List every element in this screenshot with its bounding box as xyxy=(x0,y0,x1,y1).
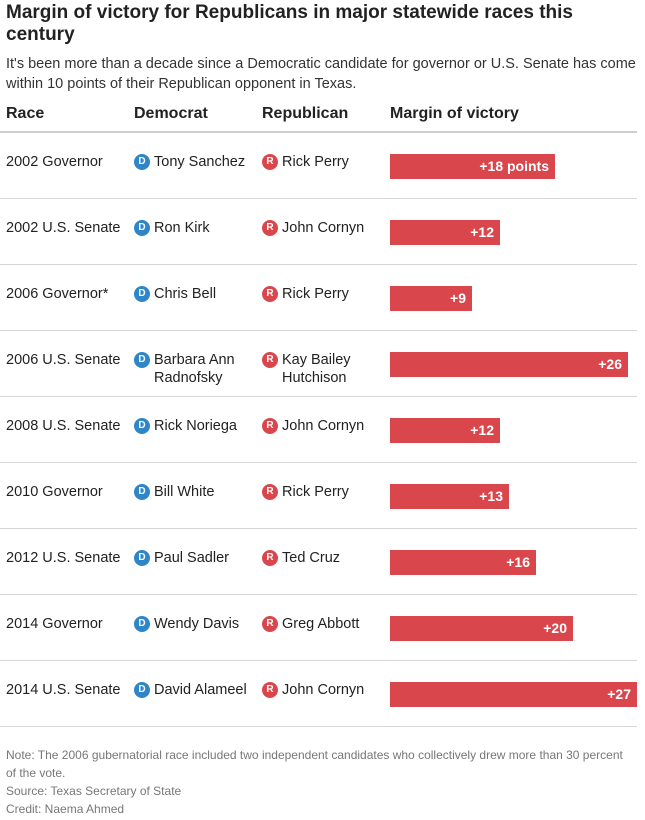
table-row: 2002 Governor D Tony Sanchez R Rick Perry +18… xyxy=(0,133,637,199)
democrat-badge-icon: D xyxy=(134,154,150,170)
table-row: 2002 U.S. Senate D Ron Kirk R John Cornyn +12 xyxy=(0,199,637,265)
margin-bar: +26 xyxy=(390,352,628,377)
republican-badge-icon: R xyxy=(262,154,278,170)
table-header: Race Democrat Republican Margin of victo… xyxy=(0,103,637,133)
chart-title: Margin of victory for Republicans in maj… xyxy=(6,2,573,45)
republican-badge-icon: R xyxy=(262,220,278,236)
margin-bar: +18 points xyxy=(390,154,555,179)
race-label: 2006 U.S. Senate xyxy=(6,352,121,368)
democrat-name: Chris Bell xyxy=(154,286,217,302)
republican-name: Rick Perry xyxy=(282,484,349,500)
margin-bar: +9 xyxy=(390,286,472,311)
margin-bar: +16 xyxy=(390,550,536,575)
margin-label: +12 xyxy=(470,422,494,438)
republican-badge-icon: R xyxy=(262,682,278,698)
race-label: 2010 Governor xyxy=(6,484,103,500)
margin-label: +13 xyxy=(479,488,503,504)
race-label: 2002 Governor xyxy=(6,154,103,170)
democrat-name: Ron Kirk xyxy=(154,220,210,236)
republican-badge-icon: R xyxy=(262,616,278,632)
republican-badge-icon: R xyxy=(262,352,278,368)
democrat-name: Paul Sadler xyxy=(154,550,229,566)
margin-label: +27 xyxy=(607,686,631,702)
republican-badge-icon: R xyxy=(262,484,278,500)
democrat-badge-icon: D xyxy=(134,220,150,236)
margin-label: +9 xyxy=(450,290,466,306)
margin-bar: +27 xyxy=(390,682,637,707)
democrat-badge-icon: D xyxy=(134,550,150,566)
margin-label: +26 xyxy=(598,356,622,372)
race-label: 2012 U.S. Senate xyxy=(6,550,121,566)
democrat-name: David Alameel xyxy=(154,682,247,698)
republican-name: Rick Perry xyxy=(282,154,349,170)
republican-badge-icon: R xyxy=(262,550,278,566)
table-row: 2010 Governor D Bill White R Rick Perry +13 xyxy=(0,463,637,529)
margin-label: +16 xyxy=(506,554,530,570)
footer: Note: The 2006 gubernatorial race includ… xyxy=(6,746,636,818)
header-democrat: Democrat xyxy=(134,105,208,122)
header-race: Race xyxy=(6,105,45,122)
democrat-badge-icon: D xyxy=(134,682,150,698)
democrat-badge-icon: D xyxy=(134,418,150,434)
race-label: 2002 U.S. Senate xyxy=(6,220,121,236)
republican-name: John Cornyn xyxy=(282,682,365,698)
race-label: 2014 U.S. Senate xyxy=(6,682,121,698)
republican-name: John Cornyn xyxy=(282,418,365,434)
footer-credit: Credit: Naema Ahmed xyxy=(6,802,125,816)
republican-badge-icon: R xyxy=(262,418,278,434)
table-row: 2014 Governor D Wendy Davis R Greg Abbott +20 xyxy=(0,595,637,661)
democrat-badge-icon: D xyxy=(134,352,150,368)
header-republican: Republican xyxy=(262,105,349,122)
republican-name: Rick Perry xyxy=(282,286,349,302)
margin-bar: +12 xyxy=(390,220,500,245)
margin-bar: +20 xyxy=(390,616,573,641)
chart-subtitle: It's been more than a decade since a Dem… xyxy=(6,56,636,92)
republican-badge-icon: R xyxy=(262,286,278,302)
margin-label: +18 points xyxy=(479,158,549,174)
table-row: 2006 U.S. Senate D Barbara Ann Radnofsky R K… xyxy=(0,331,637,397)
footer-source: Source: Texas Secretary of State xyxy=(6,784,182,798)
race-label: 2014 Governor xyxy=(6,616,103,632)
footer-note: Note: The 2006 gubernatorial race includ… xyxy=(6,748,623,780)
democrat-name: Wendy Davis xyxy=(154,616,240,632)
republican-name: Greg Abbott xyxy=(282,616,360,632)
democrat-badge-icon: D xyxy=(134,616,150,632)
republican-name: John Cornyn xyxy=(282,220,365,236)
table-row: 2012 U.S. Senate D Paul Sadler R Ted Cruz +16 xyxy=(0,529,637,595)
margin-label: +20 xyxy=(543,620,567,636)
header-margin: Margin of victory xyxy=(390,105,519,122)
democrat-name: Bill White xyxy=(154,484,215,500)
table-row: 2006 Governor* D Chris Bell R Rick Perry +9 xyxy=(0,265,637,331)
table-row: 2008 U.S. Senate D Rick Noriega R John Corny… xyxy=(0,397,637,463)
republican-name: Kay Bailey Hutchison xyxy=(282,352,351,386)
republican-name: Ted Cruz xyxy=(282,550,341,566)
margin-label: +12 xyxy=(470,224,494,240)
margin-bar: +12 xyxy=(390,418,500,443)
margin-bar: +13 xyxy=(390,484,509,509)
democrat-badge-icon: D xyxy=(134,484,150,500)
table-row: 2014 U.S. Senate D David Alameel R John Corn… xyxy=(0,661,637,727)
democrat-name: Rick Noriega xyxy=(154,418,237,434)
democrat-badge-icon: D xyxy=(134,286,150,302)
race-label: 2006 Governor* xyxy=(6,286,109,302)
race-label: 2008 U.S. Senate xyxy=(6,418,121,434)
democrat-name: Barbara Ann Radnofsky xyxy=(154,352,235,386)
democrat-name: Tony Sanchez xyxy=(154,154,246,170)
